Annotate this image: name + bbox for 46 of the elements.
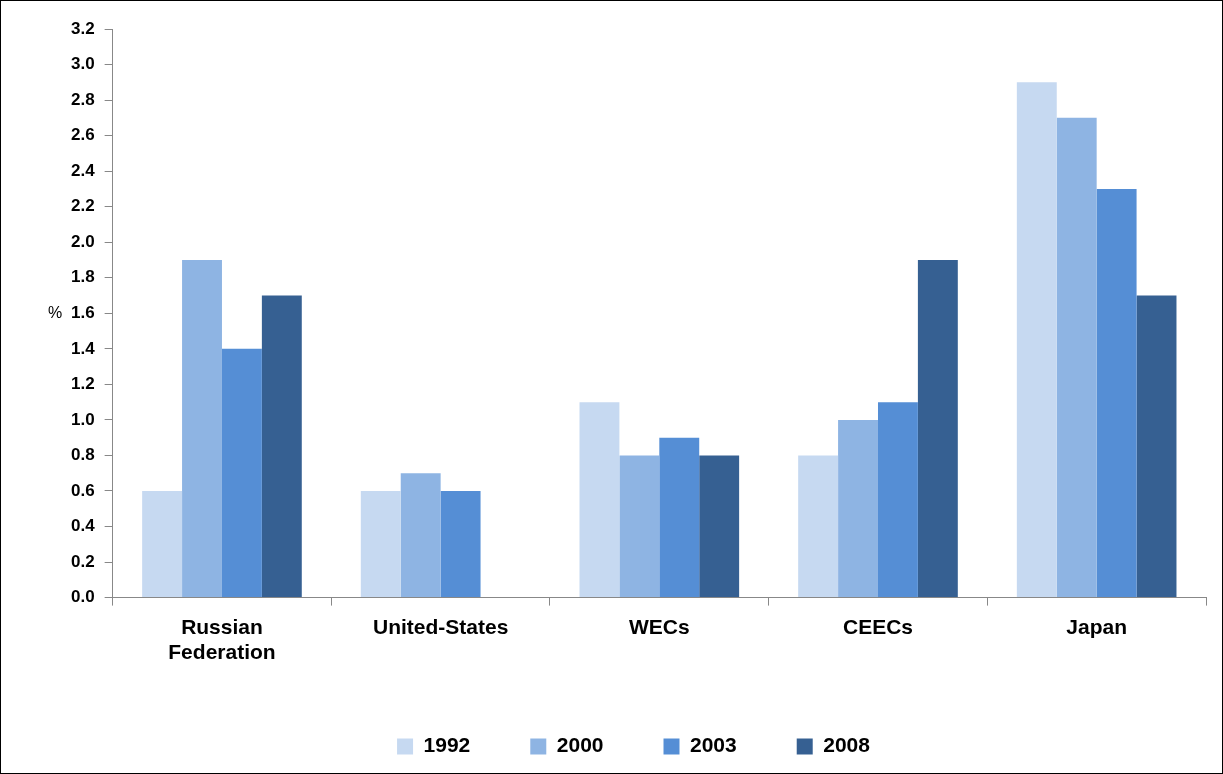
x-tick-label: Japan — [1066, 615, 1128, 638]
legend-label: 2008 — [823, 733, 871, 757]
legend-label: 2003 — [690, 733, 737, 757]
y-tick-label: 0.0 — [70, 587, 95, 607]
x-tick-label: WECs — [628, 615, 690, 638]
y-tick-label: 2.4 — [70, 160, 96, 180]
bar — [1096, 188, 1137, 598]
bar — [221, 348, 262, 598]
bar — [619, 455, 660, 598]
y-tick-label: 1.6 — [70, 302, 95, 322]
bar — [659, 437, 700, 598]
y-tick-label: 1.4 — [70, 338, 96, 358]
y-tick-label: 1.2 — [70, 374, 95, 394]
x-tick-label: United-States — [372, 615, 509, 638]
bar — [798, 455, 839, 598]
y-tick-label: 2.6 — [70, 125, 95, 145]
y-tick-label: 3.0 — [70, 54, 95, 74]
y-tick-label: 1.0 — [70, 409, 95, 429]
y-tick-label: 0.6 — [70, 480, 95, 500]
legend-label: 1992 — [423, 733, 471, 757]
bar — [440, 490, 481, 598]
bar — [1016, 82, 1057, 598]
bar — [400, 473, 441, 598]
bar — [699, 455, 740, 598]
bar — [261, 295, 302, 598]
bar — [360, 490, 401, 598]
bar — [838, 419, 878, 598]
y-tick-label: 3.2 — [70, 18, 95, 38]
x-tick-label: Russian Federation — [168, 615, 276, 664]
y-tick-label: 0.2 — [70, 551, 95, 571]
legend-label: 2000 — [556, 733, 604, 757]
y-tick-label: 1.8 — [70, 267, 95, 287]
y-axis-title: % — [47, 303, 63, 321]
bar — [877, 402, 918, 598]
y-tick-label: 2.8 — [70, 89, 95, 109]
x-tick-label: CEECs — [842, 615, 914, 638]
bar — [1136, 295, 1177, 598]
bar — [579, 402, 620, 598]
bar — [182, 259, 222, 598]
y-tick-label: 2.2 — [70, 196, 95, 216]
y-tick-label: 2.0 — [70, 231, 95, 251]
bar — [917, 259, 958, 598]
bar — [1056, 117, 1097, 598]
y-tick-label: 0.8 — [70, 445, 95, 465]
bar — [142, 490, 183, 598]
y-tick-label: 0.4 — [70, 516, 96, 536]
